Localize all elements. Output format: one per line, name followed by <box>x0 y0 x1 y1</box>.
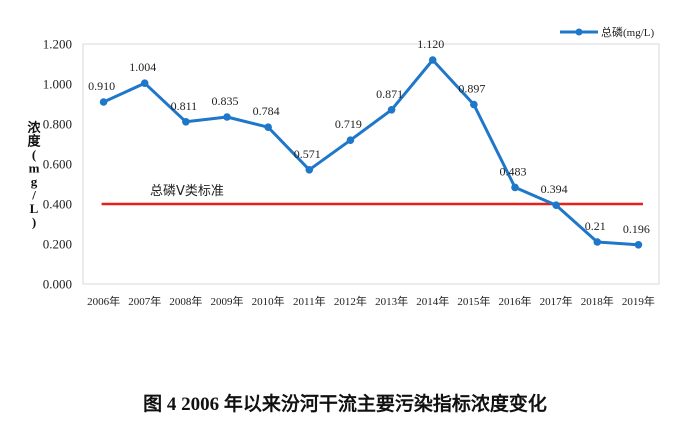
data-label: 0.21 <box>585 219 606 233</box>
data-label: 0.784 <box>253 104 280 118</box>
y-tick-label: 0.000 <box>43 277 72 292</box>
x-tick-label: 2018年 <box>581 294 614 308</box>
series-group <box>99 56 643 249</box>
x-tick-label: 2013年 <box>375 294 408 308</box>
data-point <box>140 79 149 87</box>
y-axis-label-char: ( <box>32 147 36 162</box>
data-point <box>387 106 396 114</box>
data-point <box>593 238 602 246</box>
y-tick-label: 1.200 <box>43 37 72 52</box>
y-tick-label: 1.000 <box>43 77 72 92</box>
y-axis-label-char: ) <box>32 215 36 230</box>
x-axis-ticks: 2006年 2007年 2008年 2009年 2010年 2011年 2012年 2013年… <box>87 294 655 308</box>
x-tick-label: 2015年 <box>457 294 490 308</box>
data-label: 0.835 <box>212 94 239 108</box>
data-point <box>346 136 355 144</box>
y-axis-ticks: 0.000 0.200 0.400 0.600 0.800 1.000 1.200 <box>43 37 72 292</box>
legend: 总磷(mg/L) <box>560 25 654 39</box>
data-point <box>511 183 519 192</box>
x-tick-label: 2009年 <box>211 294 244 308</box>
x-tick-label: 2007年 <box>128 294 161 308</box>
data-label: 0.811 <box>171 99 198 113</box>
y-axis-label: 浓度(mg/L) <box>27 120 41 230</box>
data-point <box>223 113 231 121</box>
data-label: 1.004 <box>129 60 156 74</box>
data-point <box>182 118 190 126</box>
y-axis-label-char: / <box>31 188 36 203</box>
figure-caption: 图 4 2006 年以来汾河干流主要污染指标浓度变化 <box>143 392 547 415</box>
data-label: 1.120 <box>417 37 444 51</box>
x-tick-label: 2014年 <box>416 294 449 308</box>
data-point <box>305 166 314 174</box>
x-tick-label: 2016年 <box>499 294 532 308</box>
x-tick-label: 2010年 <box>252 294 285 308</box>
legend-marker-swatch <box>575 28 583 36</box>
x-tick-label: 2019年 <box>622 294 655 308</box>
x-tick-label: 2012年 <box>334 294 367 308</box>
y-tick-label: 0.200 <box>43 237 72 252</box>
y-tick-label: 0.600 <box>43 157 72 172</box>
x-tick-label: 2006年 <box>87 294 120 308</box>
y-axis-label-char: g <box>31 174 38 189</box>
y-axis-label-char: 度 <box>27 134 41 149</box>
data-label: 0.897 <box>458 82 485 96</box>
y-tick-label: 0.400 <box>43 197 72 212</box>
data-point <box>428 56 437 64</box>
plot-area <box>82 43 660 285</box>
x-tick-label: 2017年 <box>540 294 573 308</box>
data-point <box>470 100 478 109</box>
data-point <box>634 241 643 249</box>
y-axis-label-char: 浓 <box>27 120 41 135</box>
data-labels: 0.910 1.004 0.811 0.835 0.784 0.571 0.719 0.871… <box>88 37 650 236</box>
data-point <box>552 201 560 209</box>
reference-line-label: 总磷Ⅴ类标准 <box>150 184 224 199</box>
data-label: 0.719 <box>335 117 362 131</box>
data-point <box>264 123 272 131</box>
y-tick-label: 0.800 <box>43 117 72 132</box>
y-axis-label-char: L <box>30 201 39 216</box>
data-point <box>99 98 108 106</box>
data-label: 0.196 <box>623 222 650 236</box>
x-tick-label: 2008年 <box>169 294 202 308</box>
data-label: 0.871 <box>376 87 403 101</box>
y-axis-label-char: m <box>29 161 40 176</box>
x-tick-label: 2011年 <box>293 294 326 308</box>
legend-label: 总磷(mg/L) <box>601 25 654 39</box>
data-label: 0.394 <box>541 182 568 196</box>
series-line <box>102 58 639 247</box>
data-label: 0.910 <box>88 79 115 93</box>
data-label: 0.571 <box>294 147 321 161</box>
data-label: 0.483 <box>500 164 527 178</box>
